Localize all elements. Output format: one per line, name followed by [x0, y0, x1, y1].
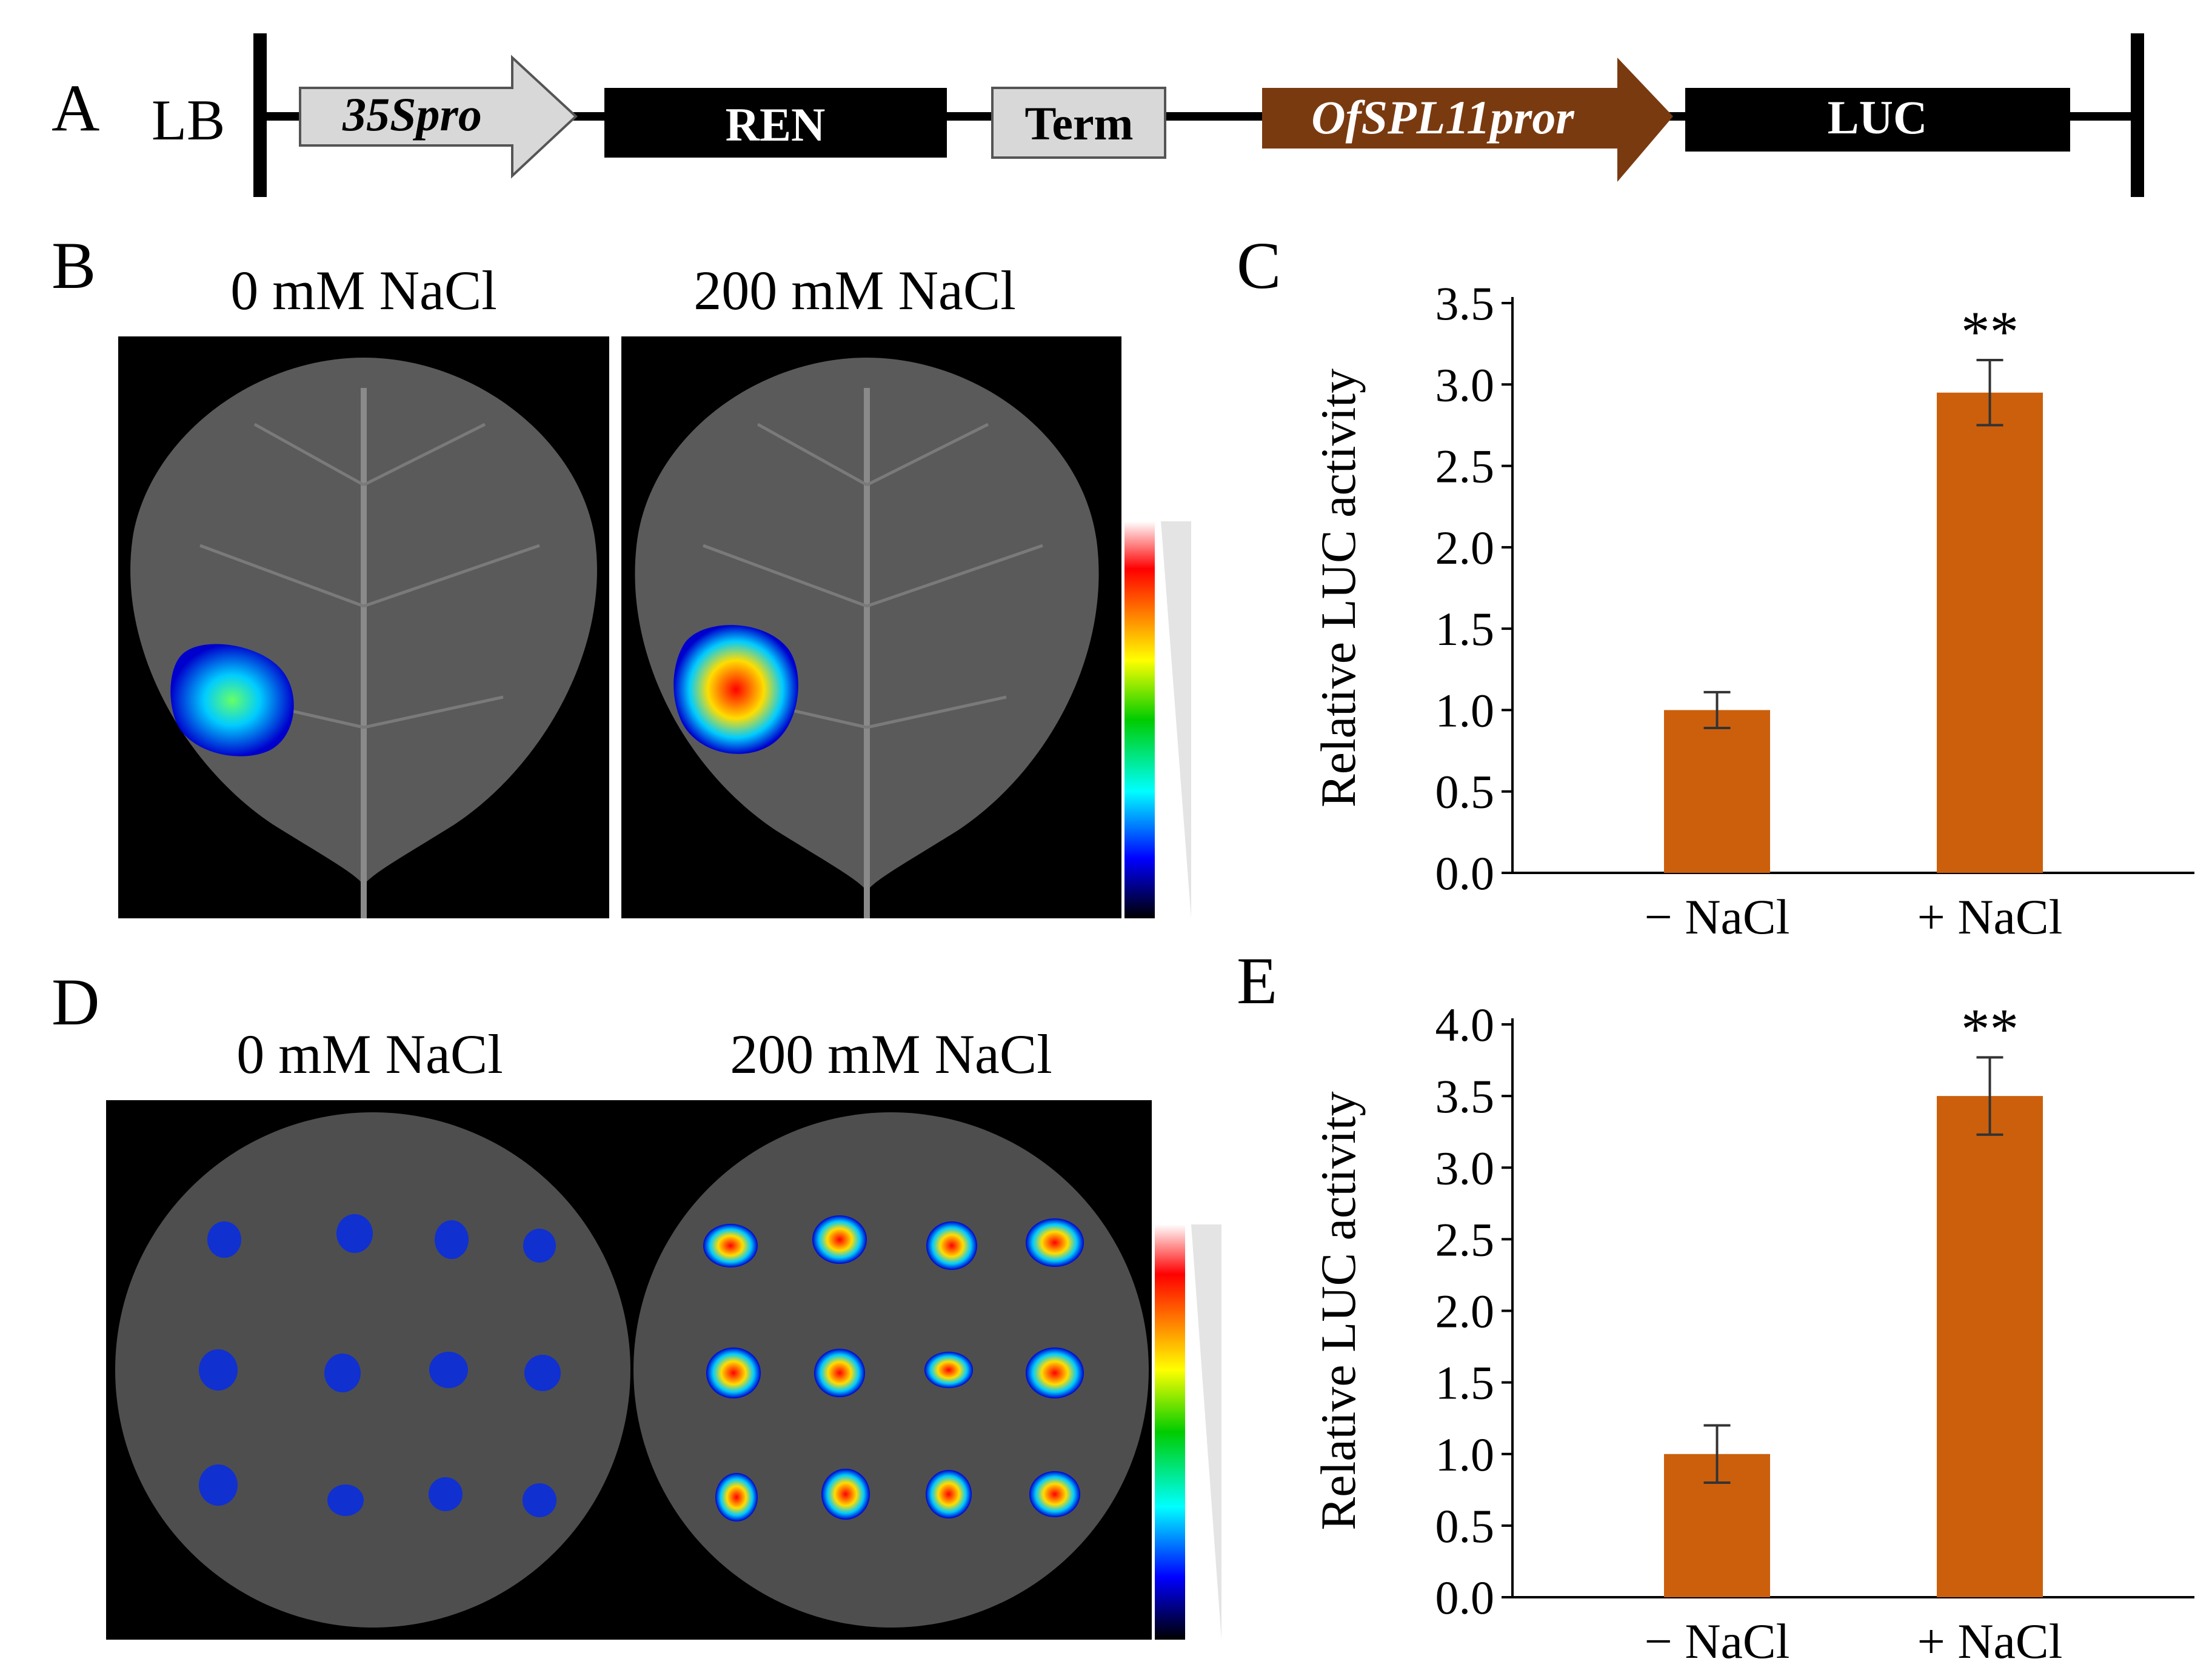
disc — [715, 1473, 758, 1521]
x-tick-label: + NaCl — [1917, 889, 2063, 944]
y-tick-label: 0.5 — [1435, 766, 1495, 818]
x-tick-label: + NaCl — [1917, 1614, 2063, 1669]
term-block — [991, 87, 1166, 159]
luminescence-spot-right — [673, 625, 798, 754]
panel-a: A LB 35Spro REN Term OfSPL11pror LUC — [52, 33, 2144, 197]
y-tick-label: 2.5 — [1435, 440, 1495, 493]
ren-block — [604, 88, 947, 158]
significance-label: ** — [1961, 299, 2019, 364]
promoter-35s-arrow — [299, 55, 578, 179]
luminescence-spot-left — [170, 644, 294, 756]
y-tick-label: 2.0 — [1435, 1285, 1495, 1338]
disc — [199, 1464, 238, 1506]
disc — [327, 1484, 364, 1516]
disc — [1029, 1471, 1080, 1517]
y-tick-label: 3.5 — [1435, 277, 1495, 330]
y-tick-label: 0.0 — [1435, 847, 1495, 900]
y-tick-label: 4.0 — [1435, 998, 1495, 1051]
disc — [926, 1221, 977, 1270]
left-border-bar — [253, 33, 267, 197]
y-tick-label: 1.5 — [1435, 603, 1495, 655]
y-tick-label: 1.0 — [1435, 1428, 1495, 1481]
panel-d: D 0 mM NaCl 200 mM NaCl — [52, 965, 1221, 1640]
x-tick-label: − NaCl — [1645, 889, 1790, 944]
disc — [435, 1220, 469, 1259]
y-tick-label: 0.5 — [1435, 1500, 1495, 1552]
y-tick-label: 1.0 — [1435, 684, 1495, 736]
disc — [523, 1229, 556, 1263]
panel-b: B 0 mM NaCl 200 mM NaCl — [52, 229, 1191, 918]
y-tick-label: 1.5 — [1435, 1357, 1495, 1409]
disc — [199, 1349, 238, 1391]
panel-label-c: C — [1237, 229, 1281, 302]
disc — [324, 1354, 361, 1392]
disc — [821, 1469, 870, 1520]
promoter-35s-label: 35Spro — [342, 88, 482, 141]
y-tick-label: 3.0 — [1435, 1141, 1495, 1194]
chart-c: 0.0 0.5 1.0 1.5 2.0 2.5 3.0 3.5 Relative LUC act… — [1311, 277, 2194, 944]
leaf-right-veins — [703, 422, 1043, 729]
y-tick-label: 3.5 — [1435, 1070, 1495, 1123]
panel-label-b: B — [52, 229, 96, 302]
leaf-discs-right — [703, 1215, 1084, 1521]
panel-d-left-title: 0 mM NaCl — [236, 1023, 503, 1085]
panel-d-right-title: 200 mM NaCl — [730, 1023, 1052, 1085]
panel-label-e: E — [1237, 944, 1277, 1018]
y-axis-label: Relative LUC activity — [1311, 369, 1366, 807]
panel-label-d: D — [52, 965, 99, 1039]
y-tick-label: 2.0 — [1435, 521, 1495, 574]
ren-label: REN — [726, 98, 826, 151]
disc — [812, 1215, 867, 1264]
leaf-discs-left — [199, 1214, 561, 1517]
term-label: Term — [1024, 97, 1133, 150]
disc — [207, 1221, 241, 1258]
disc — [1026, 1347, 1084, 1398]
promoter-spl-arrow — [1262, 58, 1673, 182]
disc — [336, 1214, 373, 1253]
intensity-wedge-b-cut — [1161, 521, 1191, 918]
intensity-wedge-d-cut — [1191, 1224, 1221, 1640]
bar — [1937, 1096, 2043, 1597]
color-scale-b — [1124, 521, 1155, 918]
chart-e: 0.0 0.5 1.0 1.5 2.0 2.5 3.0 3.5 4.0 Relative LUC … — [1311, 997, 2194, 1669]
significance-label: ** — [1961, 997, 2019, 1061]
luc-label: LUC — [1828, 91, 1928, 144]
x-tick-label: − NaCl — [1645, 1614, 1790, 1669]
bar — [1937, 392, 2043, 873]
panel-b-right-title: 200 mM NaCl — [693, 259, 1016, 321]
disc — [926, 1470, 972, 1518]
disc — [523, 1483, 556, 1517]
lb-label: LB — [152, 88, 225, 152]
plate-right — [633, 1112, 1149, 1628]
y-axis-label: Relative LUC activity — [1311, 1091, 1366, 1530]
disc — [814, 1349, 865, 1397]
panel-b-left-title: 0 mM NaCl — [230, 259, 497, 321]
right-border-bar — [2131, 33, 2144, 197]
disc — [706, 1347, 761, 1398]
y-tick-label: 3.0 — [1435, 358, 1495, 411]
disc — [429, 1477, 463, 1511]
disc — [524, 1355, 561, 1391]
panel-label-a: A — [52, 71, 99, 145]
plate-left — [115, 1112, 630, 1628]
disc — [429, 1352, 468, 1388]
luc-block — [1685, 88, 2070, 152]
disc — [924, 1352, 973, 1388]
promoter-spl-label: OfSPL11pror — [1311, 91, 1574, 144]
y-tick-label: 2.5 — [1435, 1213, 1495, 1266]
y-tick-label: 0.0 — [1435, 1571, 1495, 1624]
disc — [1026, 1218, 1084, 1267]
color-scale-d — [1155, 1224, 1185, 1640]
bar — [1664, 710, 1770, 873]
disc — [703, 1224, 758, 1267]
leaf-left-veins — [199, 422, 540, 729]
